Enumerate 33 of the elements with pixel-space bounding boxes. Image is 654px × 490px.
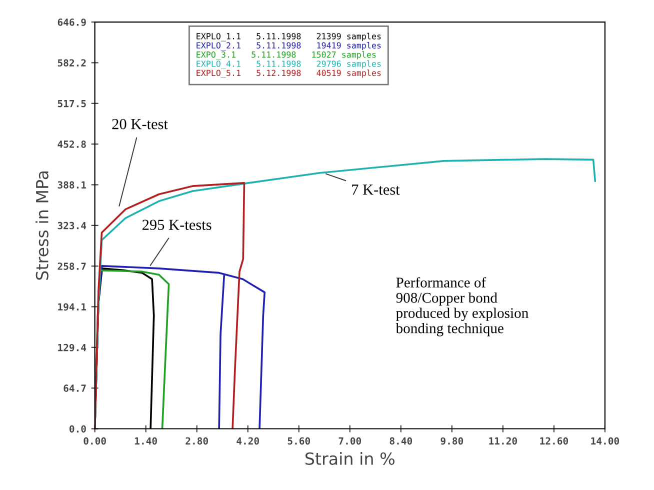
x-tick-label: 11.20 [489,437,517,445]
y-tick-label: 517.5 [58,100,86,108]
x-tick-label: 14.00 [591,437,619,445]
x-tick-label: 7.00 [338,437,362,445]
x-tick-label: 4.20 [236,437,259,445]
x-tick-label: 12.60 [540,437,568,445]
y-tick-label: 582.2 [58,59,86,67]
y-tick-label: 64.7 [64,384,86,392]
annotation: 295 K-tests [142,220,212,230]
text: EXPO_3.1 5.11.1998 15027 samples [196,51,376,60]
x-tick-label: 2.80 [186,437,208,445]
text: EXPLO_1.1 5.11.1998 21399 samples [196,32,381,42]
text: EXPLO_4.1 5.11.1998 29796 samples [196,60,381,69]
x-tick-label: 0.00 [84,437,106,445]
y-tick-label: 388.1 [58,181,86,189]
annotation: 7 K-test [352,184,400,195]
y-tick-label: 646.9 [58,18,86,26]
x-tick-label: 8.40 [390,437,412,445]
y-tick-label: 323.4 [58,222,86,230]
x-tick-label: 9.80 [440,437,464,445]
y-tick-label: 0.0 [70,425,86,433]
annotation: 20 K-test [112,118,168,130]
text: EXPLO_2.1 5.11.1998 19419 samples [196,42,381,50]
y-tick-label: 194.1 [58,303,86,311]
y-tick-label: 129.4 [58,344,86,352]
x-axis-title: Strain in % [305,452,394,465]
text: EXPLO_5.1 5.12.1998 40519 samples [196,70,381,78]
y-axis-title: Stress in MPa [36,171,48,280]
y-tick-label: 258.7 [58,262,86,270]
annotation: Performance of 908/Copper bond produced by explosion bonding technique [396,277,528,336]
y-tick-label: 452.8 [58,140,86,148]
x-tick-label: 1.40 [135,437,157,445]
x-tick-label: 5.60 [288,437,310,445]
